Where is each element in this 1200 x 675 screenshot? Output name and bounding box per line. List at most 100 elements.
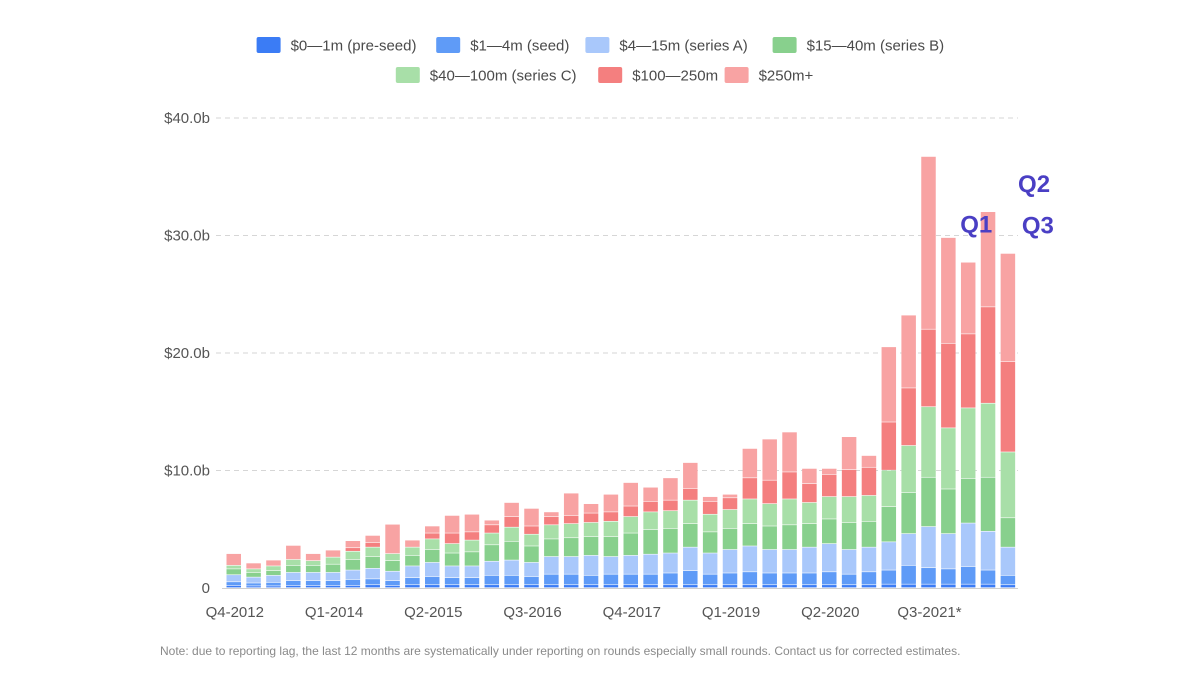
bar-segment: Q1-2017 — $1—4m (seed): 0.9 — [563, 574, 579, 585]
bar-segment: Q3-2018 — $250m+: 2.2 — [683, 462, 698, 489]
bar-segment: Q3-2013 — $250m+: 1.2 — [286, 545, 301, 560]
bar-segment: Q1-2020 — $250m+: 1.3 — [802, 468, 817, 484]
bar-stack: Q1-2022 — $0—1m (pre-seed): 0.3Q1-2022 —… — [960, 262, 976, 588]
annotation-label: Q3 — [1022, 213, 1054, 240]
bar-segment: Q2-2019 — $40—100m (series C): 2.1 — [742, 499, 758, 524]
bar-segment: Q4-2018 — $0—1m (pre-seed): 0.25 — [702, 585, 718, 588]
bar-segment: Q2-2014 — $4—15m (series A): 0.8 — [345, 570, 361, 580]
legend-swatch — [724, 67, 749, 83]
bar-segment: Q4-2018 — $40—100m (series C): 1.5 — [702, 514, 718, 532]
bar-segment: Q1-2019 — $1—4m (seed): 1 — [722, 573, 738, 585]
bar-segment: Q4-2018 — $250m+: 0.4 — [702, 496, 718, 502]
bar-segment: Q1-2013 — $40—100m (series C): 0.3 — [246, 569, 261, 573]
bar-stack: Q1-2018 — $0—1m (pre-seed): 0.25Q1-2018 … — [643, 487, 658, 588]
bar-segment: Q3-2021* — $40—100m (series C): 6 — [921, 407, 936, 477]
bar-segment: Q3-2019 — $0—1m (pre-seed): 0.25 — [762, 585, 777, 588]
bar-segment: Q2-2015 — $0—1m (pre-seed): 0.25 — [425, 585, 440, 588]
bar-segment: Q2-2021 — $100—250m: 4.9 — [901, 388, 916, 446]
bar-segment: Q1-2021 — $15—40m (series B): 3 — [881, 506, 897, 542]
bar-segment: Q2-2015 — $250m+: 0.6 — [425, 526, 440, 533]
bar-segment: Q4-2012 — $1—4m (seed): 0.3 — [226, 582, 241, 586]
bar-segment: Q4-2019 — $15—40m (series B): 2.1 — [782, 525, 797, 550]
bar-segment: Q2-2022 — $250m+: 8.1 — [980, 212, 996, 307]
bar-segment: Q4-2020 — $1—4m (seed): 1.1 — [861, 572, 877, 585]
bar-segment: Q2-2015 — $100—250m: 0.5 — [425, 533, 440, 539]
bar-segment: Q1-2021 — $250m+: 6.4 — [881, 347, 897, 422]
bar-segment: Q1-2022 — $15—40m (series B): 3.8 — [960, 478, 976, 523]
bar-stack: Q4-2020 — $0—1m (pre-seed): 0.25Q4-2020 … — [861, 455, 877, 588]
bar-stack: Q3-2015 — $0—1m (pre-seed): 0.25Q3-2015 … — [444, 515, 460, 588]
bar-segment: Q3-2018 — $0—1m (pre-seed): 0.25 — [683, 585, 698, 588]
bar-segment: Q2-2022 — $100—250m: 8.2 — [980, 307, 996, 403]
x-axis: Q4-2012 Q1-2014 Q2-2015 Q3-2016 Q4-2017 Q1-20… — [206, 604, 962, 621]
bar-segment: Q4-2018 — $100—250m: 1.1 — [702, 501, 718, 514]
bar-segment: Q4-2020 — $4—15m (series A): 2.1 — [861, 547, 877, 572]
bar-segment: Q3-2015 — $15—40m (series B): 1.1 — [444, 553, 460, 566]
legend-item: $40—100m (series C) — [395, 67, 577, 85]
bar-segment: Q1-2016 — $15—40m (series B): 1.4 — [484, 545, 500, 561]
bar-segment: Q2-2014 — $1—4m (seed): 0.5 — [345, 579, 361, 586]
bar-segment: Q3-2019 — $4—15m (series A): 2 — [762, 549, 777, 573]
bar-segment: Q1-2018 — $40—100m (series C): 1.5 — [643, 512, 658, 530]
bar-segment: Q4-2015 — $0—1m (pre-seed): 0.25 — [464, 585, 480, 588]
y-tick-label: $30.0b — [164, 228, 210, 245]
legend-swatch — [395, 67, 420, 83]
bar-segment: Q1-2017 — $4—15m (series A): 1.5 — [563, 556, 579, 574]
bar-segment: Q1-2014 — $1—4m (seed): 0.4 — [325, 580, 341, 586]
y-tick-label: $10.0b — [164, 463, 210, 480]
bar-segment: Q3-2021* — $0—1m (pre-seed): 0.3 — [921, 584, 936, 588]
bar-segment: Q4-2017 — $0—1m (pre-seed): 0.25 — [623, 585, 638, 588]
bar-segment: Q4-2019 — $40—100m (series C): 2.2 — [782, 499, 797, 525]
legend-item: $4—15m (series A) — [585, 37, 748, 55]
bar-segment: Q1-2017 — $250m+: 1.9 — [563, 493, 579, 516]
bar-segment: Q4-2017 — $1—4m (seed): 0.9 — [623, 574, 638, 585]
bar-segment: Q1-2022 — $4—15m (series A): 3.7 — [960, 523, 976, 567]
legend-label: $4—15m (series A) — [619, 38, 747, 55]
bar-segment: Q4-2017 — $15—40m (series B): 1.9 — [623, 533, 638, 556]
bar-segment: Q1-2019 — $4—15m (series A): 2 — [722, 549, 738, 573]
bar-segment: Q1-2020 — $0—1m (pre-seed): 0.25 — [802, 585, 817, 588]
bar-segment: Q2-2022 — $15—40m (series B): 4.6 — [980, 477, 996, 531]
bar-segment: Q1-2013 — $0—1m (pre-seed): 0.15 — [246, 586, 261, 588]
bar-segment: Q3-2022 — $1—4m (seed): 0.8 — [1000, 575, 1016, 585]
bar-segment: Q2-2017 — $100—250m: 0.8 — [583, 513, 599, 523]
bar-segment: Q3-2015 — $250m+: 1.5 — [444, 515, 460, 533]
bar-segment: Q1-2014 — $40—100m (series C): 0.6 — [325, 557, 341, 564]
bar-segment: Q2-2018 — $4—15m (series A): 1.7 — [663, 553, 678, 573]
bar-segment: Q1-2020 — $15—40m (series B): 2 — [802, 523, 817, 547]
bar-segment: Q4-2014 — $4—15m (series A): 0.8 — [385, 571, 400, 581]
bar-segment: Q2-2015 — $1—4m (seed): 0.7 — [425, 576, 440, 585]
bar-segment: Q3-2022 — $100—250m: 7.7 — [1000, 361, 1016, 452]
bar-stack: Q2-2016 — $0—1m (pre-seed): 0.25Q2-2016 … — [504, 502, 519, 588]
bar-segment: Q4-2020 — $250m+: 1 — [861, 455, 877, 467]
bar-segment: Q3-2013 — $1—4m (seed): 0.4 — [286, 580, 301, 586]
bar-segment: Q3-2017 — $250m+: 1.5 — [603, 494, 619, 512]
bar-segment: Q2-2013 — $4—15m (series A): 0.6 — [266, 575, 281, 583]
bar-segment: Q2-2015 — $40—100m (series C): 0.9 — [425, 539, 440, 550]
bar-segment: Q4-2018 — $4—15m (series A): 1.8 — [702, 553, 718, 574]
bar-segment: Q1-2022 — $1—4m (seed): 1.5 — [960, 566, 976, 584]
bar-segment: Q1-2020 — $100—250m: 1.6 — [802, 484, 817, 503]
bar-stack: Q3-2016 — $0—1m (pre-seed): 0.25Q3-2016 … — [524, 508, 539, 588]
bar-segment: Q2-2021 — $40—100m (series C): 4 — [901, 445, 916, 493]
bar-segment: Q3-2014 — $250m+: 0.6 — [365, 535, 380, 543]
bar-segment: Q3-2018 — $100—250m: 1 — [683, 488, 698, 500]
bar-segment: Q4-2014 — $1—4m (seed): 0.4 — [385, 580, 400, 586]
bar-segment: Q1-2017 — $0—1m (pre-seed): 0.25 — [563, 585, 579, 588]
bar-segment: Q1-2013 — $15—40m (series B): 0.4 — [246, 572, 261, 577]
bar-segment: Q4-2013 — $250m+: 0.6 — [305, 553, 321, 561]
bar-segment: Q4-2019 — $250m+: 3.4 — [782, 432, 797, 472]
bar-segment: Q4-2020 — $40—100m (series C): 2.2 — [861, 495, 877, 522]
bar-segment: Q3-2020 — $250m+: 2.8 — [841, 437, 857, 470]
bar-segment: Q1-2020 — $4—15m (series A): 2.2 — [802, 547, 817, 573]
bar-segment: Q2-2016 — $40—100m (series C): 1.2 — [504, 527, 519, 541]
bar-stack: Q1-2016 — $0—1m (pre-seed): 0.25Q1-2016 … — [484, 520, 500, 588]
bar-segment: Q1-2016 — $100—250m: 0.7 — [484, 525, 500, 533]
bar-segment: Q1-2014 — $4—15m (series A): 0.7 — [325, 572, 341, 581]
legend-swatch — [585, 37, 610, 53]
bar-segment: Q1-2019 — $0—1m (pre-seed): 0.25 — [722, 585, 738, 588]
bar-segment: Q2-2016 — $4—15m (series A): 1.3 — [504, 560, 519, 576]
bar-stack: Q3-2020 — $0—1m (pre-seed): 0.25Q3-2020 … — [841, 437, 857, 588]
bar-stack: Q2-2013 — $0—1m (pre-seed): 0.15Q2-2013 … — [266, 560, 281, 588]
